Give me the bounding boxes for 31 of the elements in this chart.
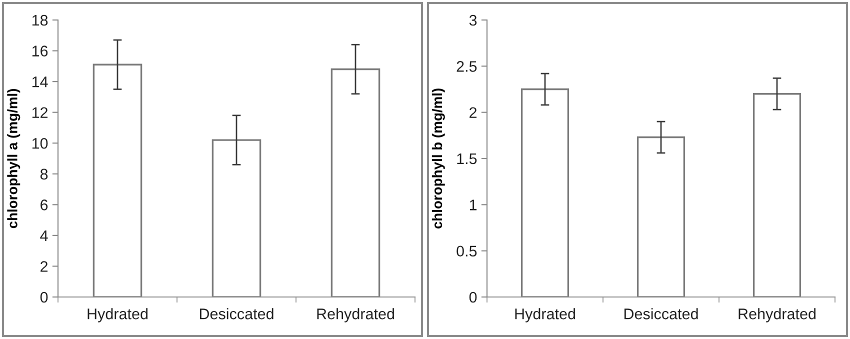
y-tick-label: 0 <box>469 292 477 303</box>
y-tick-label: 0.5 <box>456 246 477 257</box>
y-tick-label: 2 <box>470 107 477 118</box>
y-tick-label: 8 <box>40 168 48 180</box>
y-tick-label: 10 <box>32 138 48 149</box>
x-tick-label: Desiccated <box>200 308 274 320</box>
y-tick-label: 1.5 <box>457 154 477 164</box>
y-tick-label: 14 <box>32 76 48 88</box>
bar <box>92 64 142 297</box>
x-tick-label: Rehydrated <box>738 308 816 322</box>
y-axis-title: chlorophyll b (mg/ml) <box>432 88 445 229</box>
y-tick-label: 2.5 <box>456 61 477 72</box>
y-tick-label: 4 <box>40 230 48 241</box>
y-tick-label: 6 <box>40 200 48 210</box>
y-tick-label: 2 <box>40 261 48 272</box>
x-tick-label: Hydrated <box>88 308 148 322</box>
bar <box>752 93 802 297</box>
y-tick-label: 0 <box>40 292 48 303</box>
y-tick-label: 3 <box>469 14 477 26</box>
x-tick-label: Rehydrated <box>317 308 394 322</box>
y-tick-label: 1 <box>470 200 477 210</box>
bar <box>636 136 686 297</box>
y-tick-label: 12 <box>32 107 48 118</box>
y-axis-title: chlorophyll a (mg/ml) <box>7 88 20 228</box>
bar <box>520 88 570 297</box>
bar <box>212 139 262 297</box>
y-tick-label: 18 <box>32 14 48 26</box>
bar <box>330 68 380 297</box>
x-tick-label: Desiccated <box>624 308 698 320</box>
y-tick-label: 16 <box>32 46 48 56</box>
x-tick-label: Hydrated <box>515 308 576 322</box>
